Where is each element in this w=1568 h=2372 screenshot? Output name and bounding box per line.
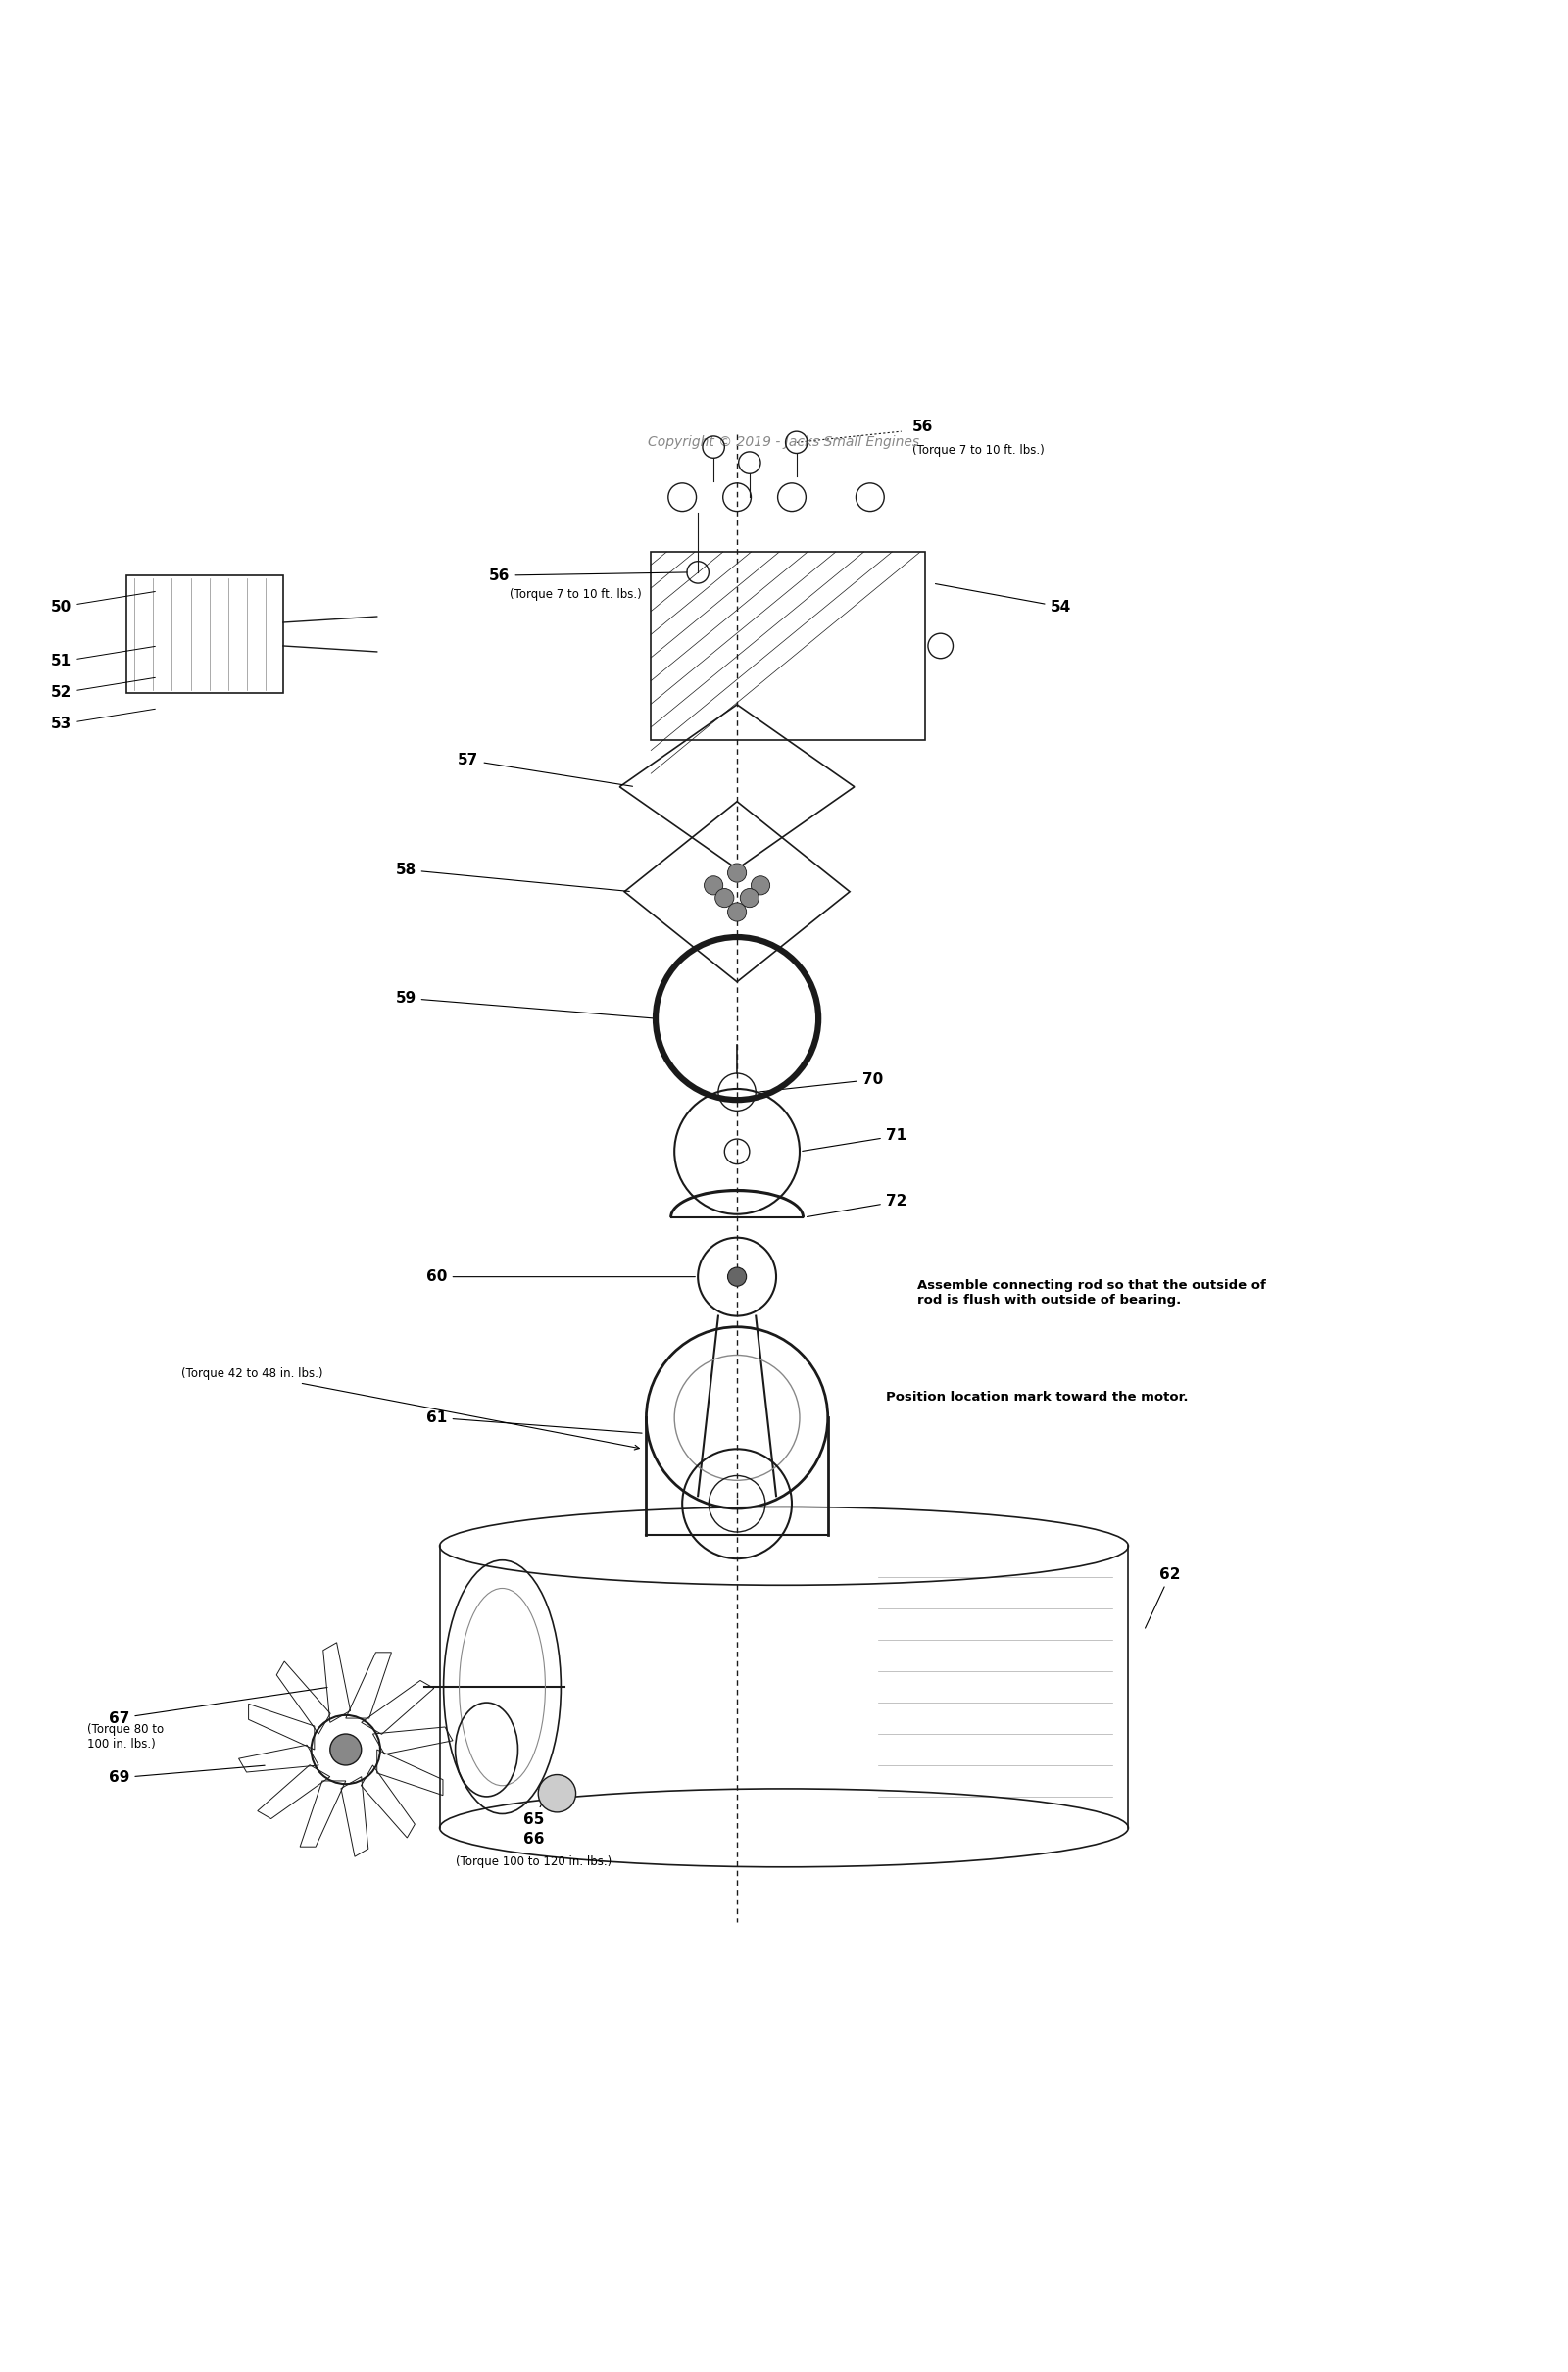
Circle shape xyxy=(751,875,770,894)
Text: 70: 70 xyxy=(760,1072,883,1091)
Text: 65: 65 xyxy=(524,1777,555,1826)
Text: Assemble connecting rod so that the outside of
rod is flush with outside of bear: Assemble connecting rod so that the outs… xyxy=(917,1279,1265,1307)
Text: 66: 66 xyxy=(524,1831,544,1845)
Text: 61: 61 xyxy=(426,1411,641,1433)
Text: 72: 72 xyxy=(808,1195,906,1217)
Circle shape xyxy=(740,890,759,908)
Text: 50: 50 xyxy=(52,591,155,614)
Text: 58: 58 xyxy=(395,863,629,892)
Text: 51: 51 xyxy=(52,645,155,669)
Text: (Torque 42 to 48 in. lbs.): (Torque 42 to 48 in. lbs.) xyxy=(182,1369,640,1449)
Text: Copyright © 2019 - Jacks Small Engines: Copyright © 2019 - Jacks Small Engines xyxy=(648,436,920,448)
Text: 69: 69 xyxy=(108,1765,265,1786)
Text: 59: 59 xyxy=(395,991,652,1018)
Circle shape xyxy=(704,875,723,894)
Text: (Torque 7 to 10 ft. lbs.): (Torque 7 to 10 ft. lbs.) xyxy=(913,444,1044,455)
Circle shape xyxy=(331,1734,361,1765)
Text: 54: 54 xyxy=(936,584,1071,614)
Text: 53: 53 xyxy=(52,709,155,731)
Circle shape xyxy=(728,1267,746,1286)
Text: 57: 57 xyxy=(458,752,632,788)
Text: 62: 62 xyxy=(1145,1568,1181,1627)
Text: 71: 71 xyxy=(803,1129,906,1150)
Text: (Torque 7 to 10 ft. lbs.): (Torque 7 to 10 ft. lbs.) xyxy=(510,588,643,600)
Text: 56: 56 xyxy=(913,420,933,434)
Circle shape xyxy=(728,904,746,920)
Circle shape xyxy=(715,890,734,908)
Text: 52: 52 xyxy=(50,678,155,700)
Text: Position location mark toward the motor.: Position location mark toward the motor. xyxy=(886,1390,1189,1404)
Text: (Torque 100 to 120 in. lbs.): (Torque 100 to 120 in. lbs.) xyxy=(456,1855,612,1869)
Text: (Torque 80 to
100 in. lbs.): (Torque 80 to 100 in. lbs.) xyxy=(88,1724,165,1751)
Circle shape xyxy=(538,1774,575,1812)
Text: 60: 60 xyxy=(426,1269,695,1283)
Text: 67: 67 xyxy=(108,1686,328,1727)
Circle shape xyxy=(728,863,746,882)
Text: 56: 56 xyxy=(489,567,687,584)
